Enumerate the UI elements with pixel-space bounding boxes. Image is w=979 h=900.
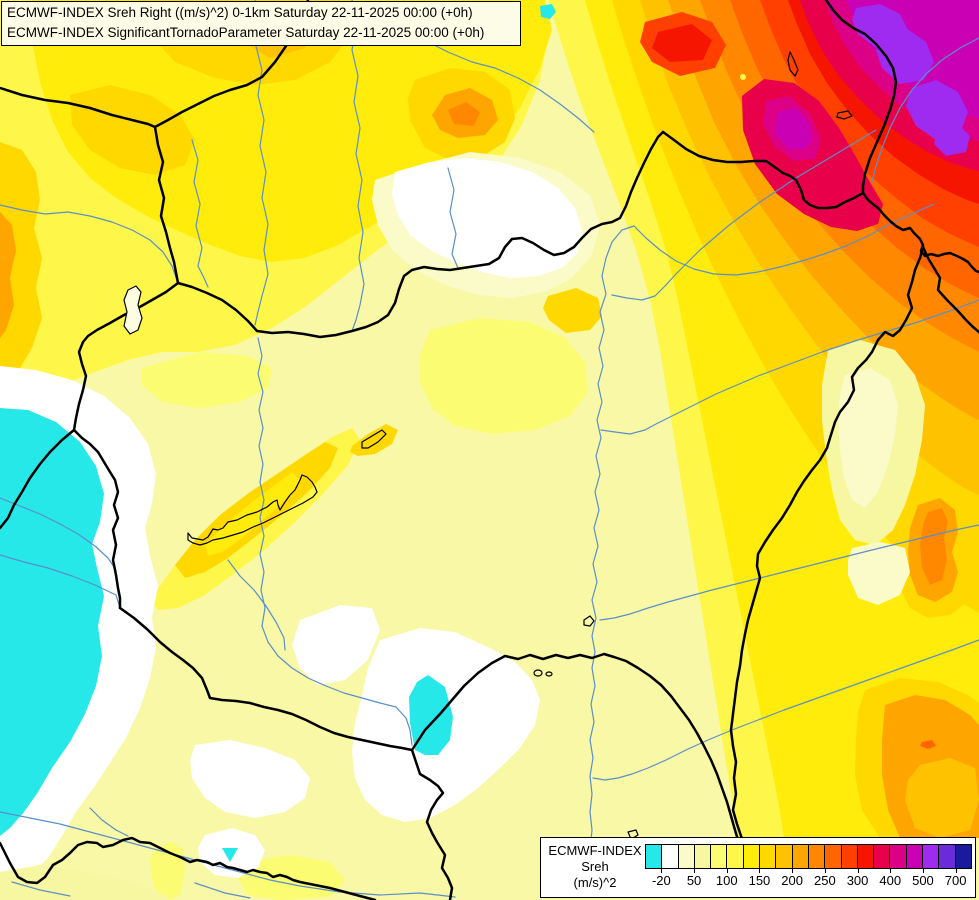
legend-tick-label: 500 bbox=[912, 873, 934, 888]
legend-tickmark bbox=[694, 868, 696, 873]
border-at-cz bbox=[0, 86, 157, 129]
legend-box: ECMWF-INDEX Sreh (m/s)^2 -20 50 100 150 200 2… bbox=[540, 837, 976, 898]
legend-cell bbox=[711, 845, 728, 868]
legend-label-line3: (m/s)^2 bbox=[573, 875, 617, 890]
lake-small-3 bbox=[627, 829, 639, 840]
river-drava-upper bbox=[0, 554, 121, 609]
legend-tickmark bbox=[857, 868, 859, 873]
border-si-spur bbox=[0, 428, 76, 530]
legend-cell bbox=[662, 845, 679, 868]
legend-tickmark bbox=[955, 868, 957, 873]
title-line-1: ECMWF-INDEX Sreh Right ((m/s)^2) 0-1km S… bbox=[7, 5, 473, 20]
lakes bbox=[123, 51, 853, 840]
river-tisza bbox=[589, 203, 935, 841]
border-si-hu-hr bbox=[72, 428, 122, 610]
legend-cell bbox=[646, 845, 663, 868]
legend-cell bbox=[906, 845, 924, 868]
lake-small-2 bbox=[545, 671, 553, 677]
title-box: ECMWF-INDEX Sreh Right ((m/s)^2) 0-1km S… bbox=[1, 1, 521, 46]
lake-tisza bbox=[583, 615, 595, 627]
river-bodrog bbox=[611, 129, 877, 301]
legend-cell bbox=[939, 845, 956, 868]
legend-tickmark bbox=[890, 868, 892, 873]
border-hu-hr-drava bbox=[118, 606, 414, 752]
lake-small-1 bbox=[533, 669, 543, 677]
title-line-2: ECMWF-INDEX SignificantTornadoParameter … bbox=[7, 25, 485, 40]
legend-cell bbox=[760, 845, 777, 868]
river-danube-west bbox=[0, 204, 179, 284]
legend-tick-label: 50 bbox=[686, 873, 702, 888]
lake-ua-2 bbox=[836, 110, 853, 120]
border-hr-rs-danube bbox=[410, 748, 454, 900]
purple-maxima bbox=[852, 4, 970, 156]
border-hu-ro bbox=[729, 245, 925, 845]
legend-tick-label: 200 bbox=[781, 873, 803, 888]
border-at-sk bbox=[153, 125, 180, 285]
river-sio bbox=[227, 559, 286, 651]
border-ua-ro bbox=[921, 245, 979, 334]
legend-cell bbox=[694, 845, 712, 868]
legend-tick-label: 100 bbox=[715, 873, 738, 888]
border-hr-ba-sava bbox=[0, 836, 377, 900]
legend-tick-label: -20 bbox=[651, 873, 671, 888]
lake-ua-1 bbox=[787, 51, 799, 77]
legend-cell bbox=[841, 845, 858, 868]
border-sk-ua bbox=[824, 0, 898, 195]
river-danube-main bbox=[257, 337, 413, 746]
legend-tickmark bbox=[792, 868, 794, 873]
river-maros bbox=[592, 639, 979, 781]
legend-cell bbox=[727, 845, 744, 868]
legend-colorbar bbox=[645, 844, 972, 869]
legend-tick-label: 250 bbox=[813, 873, 836, 888]
legend-tickmark bbox=[759, 868, 761, 873]
legend-tickmark bbox=[661, 868, 663, 873]
legend-tick-label: 400 bbox=[879, 873, 902, 888]
legend-cell bbox=[792, 845, 809, 868]
legend-cell bbox=[776, 845, 793, 868]
lake-velence bbox=[361, 429, 387, 449]
legend-cell bbox=[857, 845, 875, 868]
legend-tick-label: 300 bbox=[846, 873, 869, 888]
legend-cell bbox=[890, 845, 907, 868]
legend-label-line1: ECMWF-INDEX bbox=[548, 843, 642, 858]
legend-cell bbox=[808, 845, 826, 868]
border-hu-rs bbox=[410, 652, 740, 842]
river-small-slovakia bbox=[191, 139, 209, 288]
river-ipel bbox=[447, 167, 459, 269]
legend-tick-label: 150 bbox=[748, 873, 771, 888]
river-hron bbox=[351, 0, 365, 332]
legend-tickmark bbox=[726, 868, 728, 873]
legend-cell bbox=[743, 845, 761, 868]
river-szamos bbox=[600, 299, 979, 435]
legend-label-line2: Sreh bbox=[581, 859, 609, 874]
lake-balaton bbox=[187, 474, 318, 546]
border-hu-sk-east bbox=[661, 130, 865, 210]
legend-cell bbox=[678, 845, 695, 868]
legend-label: ECMWF-INDEX Sreh (m/s)^2 bbox=[547, 843, 643, 891]
river-koros bbox=[599, 524, 979, 621]
border-at-hu bbox=[72, 281, 180, 432]
legend-ticks: -20 50 100 150 200 250 300 400 500 700 bbox=[645, 868, 972, 894]
legend-cell bbox=[923, 845, 940, 868]
legend-cell bbox=[825, 845, 842, 868]
legend-cell bbox=[955, 845, 971, 868]
legend-tick-label: 700 bbox=[944, 873, 967, 888]
river-vah bbox=[254, 0, 269, 326]
legend-tickmark bbox=[824, 868, 826, 873]
river-small-sw3 bbox=[194, 882, 251, 899]
river-small-sw1 bbox=[89, 807, 129, 837]
river-small-sw2 bbox=[11, 881, 71, 897]
river-mura bbox=[0, 497, 117, 571]
legend-cell bbox=[874, 845, 891, 868]
border-hu-sk bbox=[176, 130, 665, 339]
lake-ferto bbox=[123, 285, 143, 335]
river-latorica bbox=[871, 37, 979, 183]
legend-tickmark bbox=[922, 868, 924, 873]
